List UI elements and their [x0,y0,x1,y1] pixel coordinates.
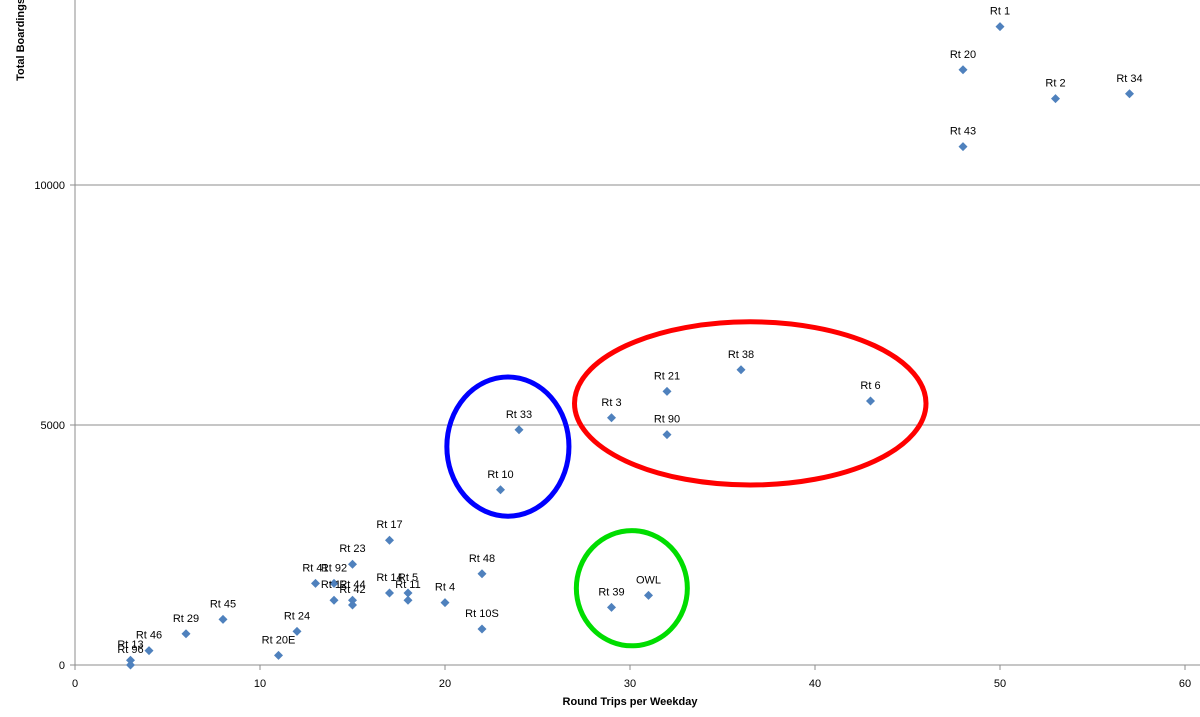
data-point-marker [311,578,320,588]
axes [74,0,1200,666]
data-point-label: Rt 10S [465,608,499,620]
data-point-marker [958,142,968,152]
data-point-label: Rt 5 [398,572,418,584]
data-point-label: Rt 6 [860,380,880,392]
data-point-label: Rt 38 [728,349,754,361]
data-point-marker [1051,94,1060,104]
data-point-label: Rt 3 [601,397,621,409]
data-point-marker [736,365,746,375]
data-point-marker [644,590,653,600]
data-point-label: Rt 17 [376,519,402,531]
x-axis-label: Round Trips per Weekday [563,696,699,708]
y-tick-label: 0 [59,660,65,672]
data-point-label: Rt 24 [284,610,310,622]
data-point-marker [126,660,135,670]
data-point-label: Rt 41 [302,562,328,574]
data-point-marker [607,413,616,423]
data-point-marker [385,588,394,598]
data-point-marker [403,588,413,598]
x-tick-label: 0 [72,678,78,690]
data-point-marker [496,485,505,495]
x-tick-label: 40 [809,678,821,690]
data-point-marker [274,650,283,660]
y-tick-label: 10000 [34,180,65,192]
data-point-label: Rt 44 [339,579,365,591]
data-points: Rt 1 Rt 20 Rt 2 Rt 34 Rt 43 Rt 38 Rt 21 Rt 6 Rt … [117,6,1143,670]
data-point-marker [477,569,487,579]
data-point-label: Rt 46 [136,630,162,642]
data-point-marker [1125,89,1134,99]
data-point-label: Rt 48 [469,553,495,565]
data-point-label: Rt 10 [487,469,513,481]
annotation-ellipse [444,374,572,519]
data-point-marker [662,430,672,440]
data-point-marker [329,578,339,588]
data-point-label: Rt 34 [1116,73,1142,85]
data-point-label: Rt 21 [654,370,680,382]
annotation-ellipses [444,319,929,649]
data-point-label: Rt 45 [210,598,236,610]
data-point-marker [181,629,191,639]
data-point-marker [348,595,357,605]
x-tick-label: 20 [439,678,451,690]
data-point-marker [218,614,228,624]
x-tick-label: 10 [254,678,266,690]
data-point-marker [403,595,413,605]
data-point-label: Rt 23 [339,543,365,555]
data-point-label: Rt 14 [376,572,402,584]
data-point-label: Rt 11 [395,579,420,591]
data-point-label: Rt 2 [1045,78,1065,90]
x-tick-label: 50 [994,678,1006,690]
data-point-label: Rt 39 [598,586,624,598]
gridlines [75,184,1200,426]
y-tick-labels: 0 5000 10000 [34,180,75,672]
data-point-marker [995,22,1005,32]
x-tick-label: 30 [624,678,636,690]
y-axis-label: Total Boardings [15,0,27,81]
x-tick-labels: 0 10 20 30 40 50 60 [72,665,1191,690]
data-point-label: Rt 13 [117,639,143,651]
data-point-marker [144,646,154,656]
data-point-label: OWL [636,574,661,586]
data-point-marker [348,559,357,569]
annotation-ellipse [573,528,690,649]
x-tick-label: 60 [1179,678,1191,690]
data-point-marker [385,535,394,545]
data-point-marker [866,396,875,406]
data-point-label: Rt 1 [990,6,1010,18]
data-point-label: Rt 29 [173,613,199,625]
y-tick-label: 5000 [41,420,65,432]
data-point-label: Rt 96 [117,644,143,656]
data-point-label: Rt 42 [339,584,365,596]
data-point-label: Rt 20 [950,49,976,61]
data-point-marker [329,595,339,605]
data-point-marker [958,65,968,75]
data-point-label: Rt 20E [262,634,296,646]
data-point-marker [440,598,450,608]
annotation-ellipse [572,319,929,488]
data-point-marker [607,602,616,612]
data-point-label: Rt 90 [654,414,680,426]
data-point-marker [477,624,487,634]
data-point-label: Rt 92 [321,562,347,574]
data-point-marker [126,655,135,665]
data-point-label: Rt 4 [435,582,455,594]
data-point-label: Rt 43 [950,126,976,138]
data-point-label: Rt 12 [321,579,347,591]
data-point-marker [662,386,672,396]
data-point-label: Rt 33 [506,409,532,421]
data-point-marker [514,425,524,435]
data-point-marker [348,600,357,610]
data-point-marker [292,626,302,636]
